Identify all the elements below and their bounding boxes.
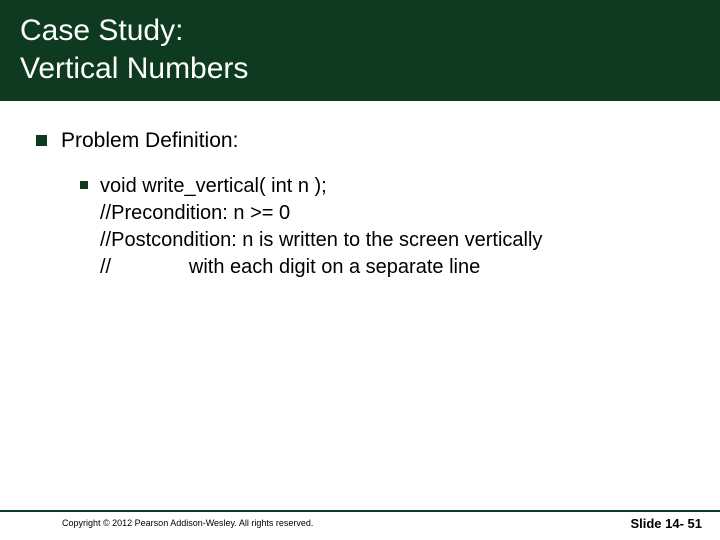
code-tail: with each digit on a separate line (189, 256, 480, 278)
copyright-text: Copyright © 2012 Pearson Addison-Wesley.… (62, 518, 313, 528)
square-bullet-icon (80, 181, 88, 189)
footer-divider (0, 510, 720, 512)
footer: Copyright © 2012 Pearson Addison-Wesley.… (0, 510, 720, 540)
code-line: // with each digit on a separate line (100, 254, 542, 281)
slide-title: Case Study: Vertical Numbers (20, 12, 700, 87)
code-line: void write_vertical( int n ); (100, 173, 542, 200)
title-line-2: Vertical Numbers (20, 52, 248, 85)
code-line: //Precondition: n >= 0 (100, 200, 542, 227)
code-block: void write_vertical( int n ); //Precondi… (100, 173, 542, 281)
code-line: //Postcondition: n is written to the scr… (100, 227, 542, 254)
content-area: Problem Definition: void write_vertical(… (0, 101, 720, 281)
slide-number: Slide 14- 51 (630, 516, 702, 531)
title-line-1: Case Study: (20, 14, 183, 47)
title-bar: Case Study: Vertical Numbers (0, 0, 720, 101)
bullet-level1: Problem Definition: (36, 129, 684, 153)
square-bullet-icon (36, 135, 47, 146)
heading-text: Problem Definition: (61, 129, 238, 153)
bullet-level2: void write_vertical( int n ); //Precondi… (80, 173, 684, 281)
